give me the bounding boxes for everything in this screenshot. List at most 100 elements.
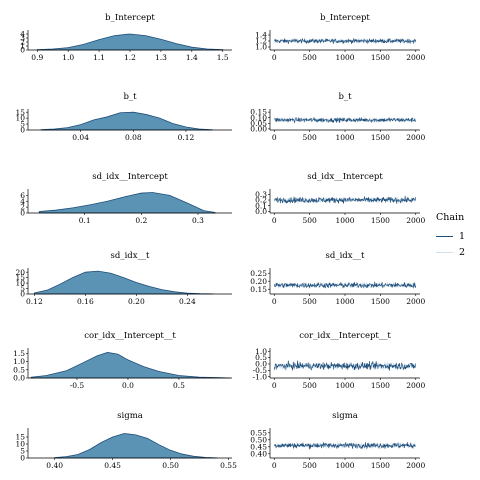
y-tick-label: 15	[15, 273, 25, 282]
x-tick-label: 2000	[406, 381, 425, 390]
x-tick-label: 1.0	[62, 53, 74, 62]
legend-title: Chain	[436, 212, 465, 223]
x-tick-label: 500	[302, 216, 317, 225]
x-tick-label: 2000	[406, 461, 425, 470]
x-tick-label: 2000	[406, 297, 425, 306]
legend-swatch-chain-2	[436, 251, 453, 253]
trace-chain-1	[273, 281, 417, 289]
density-area	[36, 33, 224, 51]
y-tick-label: 0.2	[255, 196, 267, 205]
x-tick-label: 2000	[406, 133, 425, 142]
y-tick-label: 2	[20, 203, 25, 212]
legend-label-chain-2: 2	[459, 246, 466, 258]
x-tick-label: 2000	[406, 53, 425, 62]
legend-swatch-chain-1	[436, 235, 453, 237]
y-tick-label: 0.5	[13, 365, 25, 374]
y-tick-label: 0.00	[250, 124, 267, 133]
y-tick-label: 0	[20, 290, 25, 299]
y-tick-label: 4	[20, 30, 25, 39]
x-tick-label: 500	[302, 133, 317, 142]
x-tick-label: 1500	[371, 381, 390, 390]
x-tick-label: 1.5	[217, 53, 229, 62]
y-tick-label: 1.4	[255, 31, 267, 40]
trace-chain-1	[273, 360, 417, 372]
y-tick-label: 0	[20, 46, 25, 55]
x-tick-label: -0.5	[70, 381, 85, 390]
x-tick-label: 1000	[335, 133, 354, 142]
x-tick-label: 0	[272, 133, 277, 142]
panel-title: sd_idx__t	[326, 251, 366, 261]
y-tick-label: 3	[20, 34, 25, 43]
panel-title: sd_idx__Intercept	[307, 172, 383, 182]
legend-label-chain-1: 1	[459, 230, 466, 242]
x-tick-label: 0.08	[125, 133, 142, 142]
density-area	[40, 111, 213, 131]
panel-5: sd_idx__Intercept 0.00.10.20.3 0 500 1000 150…	[255, 172, 425, 225]
y-tick-label: 1	[20, 42, 25, 51]
panel-title: sd_idx__t	[111, 251, 151, 261]
y-tick-label: 1.0	[13, 357, 25, 366]
x-tick-label: 1500	[371, 53, 390, 62]
x-tick-label: 1.3	[155, 53, 167, 62]
x-tick-label: 0	[272, 53, 277, 62]
x-tick-label: 0.24	[179, 297, 196, 306]
y-tick-label: 0.3	[255, 190, 267, 199]
y-tick-label: 10	[15, 114, 25, 123]
x-tick-label: 1000	[335, 297, 354, 306]
x-tick-label: 1500	[371, 133, 390, 142]
density-area	[30, 352, 230, 379]
x-tick-label: 1.2	[124, 53, 136, 62]
y-tick-label: 10	[15, 279, 25, 288]
y-tick-label: 15	[15, 433, 25, 442]
x-tick-label: 1000	[335, 461, 354, 470]
y-tick-label: 5	[20, 447, 25, 456]
x-tick-label: 0.2	[135, 216, 147, 225]
x-tick-label: 500	[302, 53, 317, 62]
panel-title: sigma	[117, 411, 143, 421]
panel-title: b_Intercept	[105, 13, 155, 23]
y-tick-label: 0.45	[250, 442, 267, 451]
y-tick-label: 0.15	[250, 285, 267, 294]
y-tick-label: 4	[20, 197, 25, 206]
panel-9: cor_idx__Intercept__t -1.0-0.50.00.51.0 0 5…	[253, 331, 426, 390]
y-tick-label: 15	[15, 108, 25, 117]
legend: Chain 1 2	[436, 212, 476, 260]
x-tick-label: 0.12	[26, 297, 43, 306]
y-tick-label: 0.5	[255, 353, 267, 362]
panel-title: sigma	[332, 411, 358, 421]
y-tick-label: 0.50	[250, 435, 267, 444]
y-tick-label: 1.0	[255, 347, 267, 356]
y-tick-label: 0.0	[255, 360, 267, 369]
panel-title: cor_idx__Intercept__t	[84, 331, 176, 341]
panel-11: sigma 0.400.450.500.55 0 500 1000 1500 2000	[250, 411, 425, 470]
y-tick-label: 1.2	[255, 37, 267, 46]
y-tick-label: 6	[20, 191, 25, 200]
panel-1: b_Intercept 1.01.21.4 0 500 1000 1500 2000	[255, 13, 425, 62]
density-area	[38, 192, 216, 214]
x-tick-label: 1000	[335, 53, 354, 62]
x-tick-label: 2000	[406, 216, 425, 225]
x-tick-label: 0	[272, 461, 277, 470]
y-tick-label: 0	[20, 126, 25, 135]
y-tick-label: 0.0	[255, 207, 267, 216]
x-tick-label: 1.4	[186, 53, 198, 62]
y-tick-label: 0.25	[250, 269, 267, 278]
y-tick-label: 1.0	[255, 43, 267, 52]
x-tick-label: 1500	[371, 216, 390, 225]
y-tick-label: -1.0	[253, 372, 268, 381]
panel-7: sd_idx__t 0.150.200.25 0 500 1000 1500 2000	[250, 251, 425, 306]
panel-title: b_Intercept	[320, 13, 370, 23]
panel-title: b_t	[123, 92, 137, 102]
y-tick-label: 20	[15, 268, 25, 277]
density-area	[54, 433, 218, 459]
x-tick-label: 0.04	[72, 133, 89, 142]
y-tick-label: 1.5	[13, 349, 25, 358]
y-tick-label: 10	[15, 440, 25, 449]
x-tick-label: 1500	[371, 461, 390, 470]
panel-title: b_t	[338, 92, 352, 102]
x-tick-label: 0	[272, 297, 277, 306]
panel-3: b_t 0.000.050.100.15 0 500 1000 1500 2000	[250, 92, 425, 142]
